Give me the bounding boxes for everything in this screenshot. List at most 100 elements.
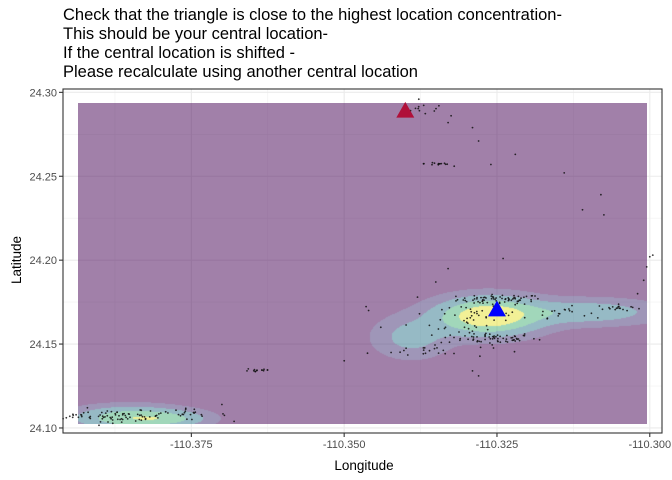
location-point: [473, 294, 476, 297]
location-point: [473, 302, 475, 304]
location-point: [437, 163, 440, 166]
location-point: [82, 411, 85, 414]
location-point: [464, 299, 467, 302]
x-tick-label: -110.375: [170, 439, 213, 451]
location-point: [488, 336, 491, 338]
location-point: [460, 306, 463, 308]
location-point: [485, 324, 488, 327]
y-axis-title: Latitude: [9, 236, 24, 284]
location-point: [434, 344, 436, 346]
location-point: [449, 334, 452, 336]
location-point: [484, 334, 486, 337]
location-point: [491, 296, 494, 298]
location-point: [99, 421, 102, 423]
location-point: [608, 306, 610, 309]
location-point: [440, 341, 443, 344]
y-tick-label: 24.20: [29, 255, 57, 267]
location-point: [476, 312, 478, 315]
location-point: [140, 414, 143, 416]
location-point: [193, 408, 196, 411]
location-point: [124, 414, 127, 417]
location-point: [499, 296, 501, 298]
location-point: [121, 418, 124, 421]
location-point: [256, 369, 258, 371]
location-point: [522, 334, 525, 337]
location-point: [437, 352, 440, 354]
location-point: [77, 416, 80, 419]
location-point: [438, 104, 440, 107]
location-point: [507, 314, 510, 317]
location-point: [473, 298, 476, 300]
location-point: [494, 298, 496, 301]
x-tick-label: -110.325: [476, 439, 519, 451]
location-point: [454, 314, 456, 316]
location-point: [441, 308, 443, 311]
location-point: [596, 317, 599, 319]
location-point: [622, 308, 624, 311]
location-point: [223, 414, 226, 417]
location-point: [222, 413, 224, 415]
location-point: [136, 413, 139, 416]
location-point: [127, 413, 130, 415]
location-point: [442, 349, 445, 352]
location-point: [104, 416, 106, 418]
location-point: [514, 153, 517, 156]
location-point: [504, 319, 507, 322]
location-point: [590, 312, 593, 315]
location-point: [511, 298, 514, 300]
location-point: [184, 410, 187, 413]
location-point: [466, 322, 469, 325]
location-point: [390, 351, 392, 354]
location-point: [510, 299, 513, 302]
location-point: [504, 298, 507, 300]
location-point: [434, 281, 437, 283]
location-point: [343, 359, 346, 362]
location-point: [470, 314, 473, 317]
location-point: [183, 411, 186, 414]
location-point: [443, 327, 446, 330]
location-point: [511, 339, 514, 342]
location-point: [422, 347, 425, 349]
location-point: [514, 303, 517, 306]
location-point: [479, 301, 481, 304]
location-point: [617, 303, 620, 306]
density-raster: [78, 103, 647, 424]
location-point: [455, 300, 457, 302]
location-point: [642, 279, 645, 282]
location-point: [558, 312, 561, 315]
location-point: [507, 297, 510, 299]
shifted-location-triangle-icon: [396, 101, 415, 118]
location-point: [502, 257, 504, 260]
location-point: [467, 327, 470, 330]
location-point: [482, 302, 484, 304]
location-point: [499, 341, 502, 344]
location-point: [262, 369, 265, 372]
location-point: [89, 415, 92, 418]
location-point: [111, 422, 114, 425]
location-point: [100, 411, 103, 414]
location-point: [106, 414, 109, 417]
location-point: [422, 104, 425, 107]
location-point: [600, 193, 602, 196]
location-point: [513, 294, 515, 297]
location-point: [459, 339, 461, 342]
location-point: [80, 414, 83, 416]
location-point: [464, 335, 466, 337]
location-point: [486, 328, 489, 331]
location-point: [86, 406, 89, 409]
location-point: [470, 310, 473, 313]
x-tick-label: -110.350: [323, 439, 366, 451]
y-tick-label: 24.10: [29, 423, 57, 435]
location-point: [253, 368, 256, 371]
central-location-triangle-icon: [487, 300, 506, 317]
location-point: [405, 347, 407, 350]
location-point: [444, 163, 447, 166]
location-point: [537, 297, 539, 300]
density-contours: [78, 103, 647, 424]
location-point: [513, 350, 516, 353]
location-point: [493, 337, 496, 340]
location-point: [616, 307, 619, 309]
location-point: [517, 295, 520, 298]
location-point: [523, 333, 526, 335]
